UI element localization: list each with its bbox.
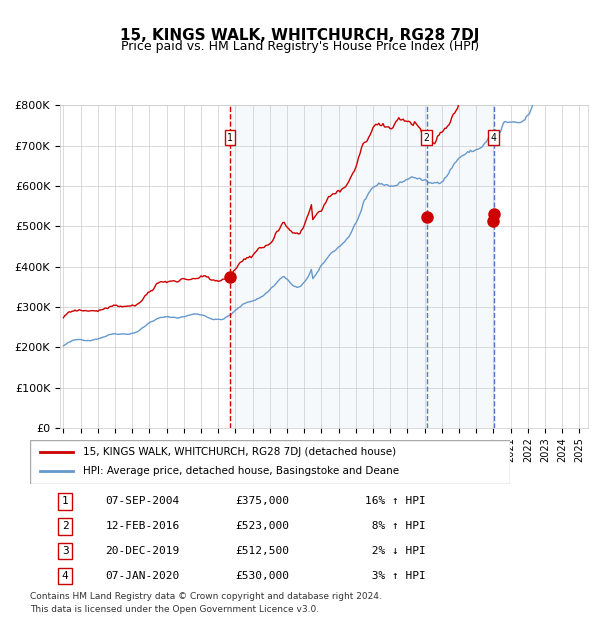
Text: £523,000: £523,000	[235, 521, 289, 531]
Text: HPI: Average price, detached house, Basingstoke and Deane: HPI: Average price, detached house, Basi…	[83, 466, 399, 476]
Bar	[230, 105, 494, 428]
Text: £512,500: £512,500	[235, 546, 289, 556]
Text: 12-FEB-2016: 12-FEB-2016	[106, 521, 180, 531]
Text: 16% ↑ HPI: 16% ↑ HPI	[365, 497, 425, 507]
Text: 4: 4	[491, 133, 497, 143]
Text: 3: 3	[62, 546, 68, 556]
Text: £375,000: £375,000	[235, 497, 289, 507]
Text: Price paid vs. HM Land Registry's House Price Index (HPI): Price paid vs. HM Land Registry's House …	[121, 40, 479, 53]
Text: 15, KINGS WALK, WHITCHURCH, RG28 7DJ: 15, KINGS WALK, WHITCHURCH, RG28 7DJ	[121, 28, 479, 43]
Text: £530,000: £530,000	[235, 571, 289, 581]
FancyBboxPatch shape	[30, 440, 510, 484]
Text: 3% ↑ HPI: 3% ↑ HPI	[365, 571, 425, 581]
Text: 07-JAN-2020: 07-JAN-2020	[106, 571, 180, 581]
Text: 2% ↓ HPI: 2% ↓ HPI	[365, 546, 425, 556]
Text: 1: 1	[62, 497, 68, 507]
Text: This data is licensed under the Open Government Licence v3.0.: This data is licensed under the Open Gov…	[30, 604, 319, 614]
Text: 07-SEP-2004: 07-SEP-2004	[106, 497, 180, 507]
Text: 15, KINGS WALK, WHITCHURCH, RG28 7DJ (detached house): 15, KINGS WALK, WHITCHURCH, RG28 7DJ (de…	[83, 448, 396, 458]
Text: 1: 1	[227, 133, 233, 143]
Text: 8% ↑ HPI: 8% ↑ HPI	[365, 521, 425, 531]
Text: 20-DEC-2019: 20-DEC-2019	[106, 546, 180, 556]
Text: 4: 4	[62, 571, 68, 581]
Text: 2: 2	[62, 521, 68, 531]
Text: Contains HM Land Registry data © Crown copyright and database right 2024.: Contains HM Land Registry data © Crown c…	[30, 592, 382, 601]
Text: 2: 2	[424, 133, 430, 143]
